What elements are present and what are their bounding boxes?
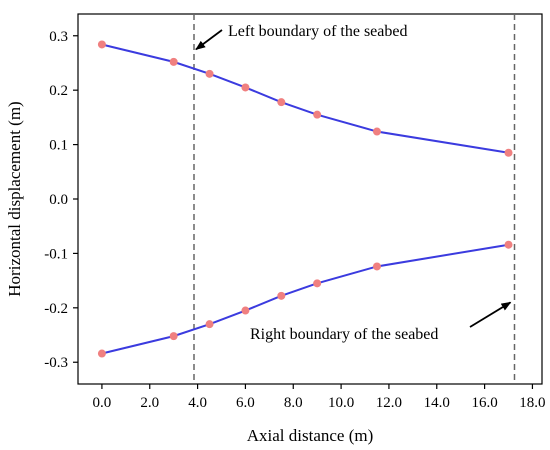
data-point [504,240,513,249]
y-tick-label: 0.1 [49,138,68,154]
y-tick-label: 0.0 [49,192,68,208]
data-point [241,306,250,315]
data-point [313,279,322,288]
data-point [205,320,214,329]
data-point [97,40,106,49]
data-point [504,148,513,157]
x-tick-label: 14.0 [424,395,450,411]
series-line-1 [101,243,509,355]
data-point [241,83,250,92]
y-tick-label: -0.3 [44,355,68,371]
x-tick-label: 2.0 [140,395,159,411]
x-tick-label: 0.0 [93,395,112,411]
data-point [169,332,178,341]
right-boundary-arrow [469,301,512,328]
data-point [372,262,381,271]
x-tick-label: 12.0 [376,395,402,411]
y-axis-title: Horizontal displacement (m) [5,101,24,296]
data-point [97,349,106,358]
right-boundary-annotation: Right boundary of the seabed [250,326,438,343]
left-boundary-arrow [195,29,223,51]
x-tick-label: 8.0 [284,395,303,411]
data-point [277,291,286,300]
data-point [277,98,286,107]
x-tick-label: 4.0 [188,395,207,411]
x-axis: 0.0 2.0 4.0 6.0 8.0 10.0 12.0 14.0 16.0 18.0 [93,384,546,411]
y-tick-label: 0.2 [49,83,68,99]
data-point [313,110,322,119]
x-axis-title: Axial distance (m) [247,426,374,445]
x-tick-label: 10.0 [328,395,354,411]
data-point [205,69,214,78]
series-layer [97,40,513,358]
x-tick-label: 6.0 [236,395,255,411]
boundary-lines [193,14,516,384]
data-point [372,127,381,136]
left-boundary-annotation: Left boundary of the seabed [228,23,407,40]
annotations: Left boundary of the seabed Right bounda… [195,23,512,343]
x-tick-label: 16.0 [471,395,497,411]
y-tick-label: -0.1 [44,246,68,262]
y-tick-label: -0.2 [44,301,68,317]
series-line-0 [101,43,509,154]
x-tick-label: 18.0 [519,395,545,411]
y-tick-label: 0.3 [49,29,68,45]
data-point [169,57,178,66]
y-axis: 0.3 0.2 0.1 0.0 -0.1 -0.2 -0.3 [44,29,78,371]
